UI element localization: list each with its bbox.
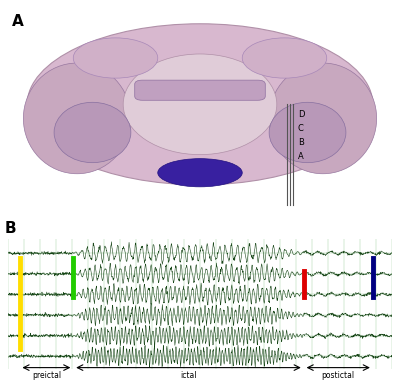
Ellipse shape bbox=[73, 38, 158, 78]
Text: ictal: ictal bbox=[180, 371, 197, 380]
Ellipse shape bbox=[123, 54, 277, 155]
Text: B: B bbox=[4, 221, 16, 236]
Text: A: A bbox=[12, 14, 24, 29]
Ellipse shape bbox=[54, 102, 131, 163]
Ellipse shape bbox=[269, 102, 346, 163]
Text: B: B bbox=[298, 138, 304, 147]
Text: C: C bbox=[298, 124, 304, 133]
FancyBboxPatch shape bbox=[135, 80, 265, 100]
Ellipse shape bbox=[242, 38, 327, 78]
Text: preictal: preictal bbox=[32, 371, 61, 380]
Text: A: A bbox=[298, 152, 304, 161]
Text: D: D bbox=[298, 110, 304, 119]
Ellipse shape bbox=[158, 159, 242, 187]
Ellipse shape bbox=[269, 63, 377, 174]
Ellipse shape bbox=[27, 24, 373, 185]
Ellipse shape bbox=[23, 63, 131, 174]
Text: postictal: postictal bbox=[322, 371, 355, 380]
